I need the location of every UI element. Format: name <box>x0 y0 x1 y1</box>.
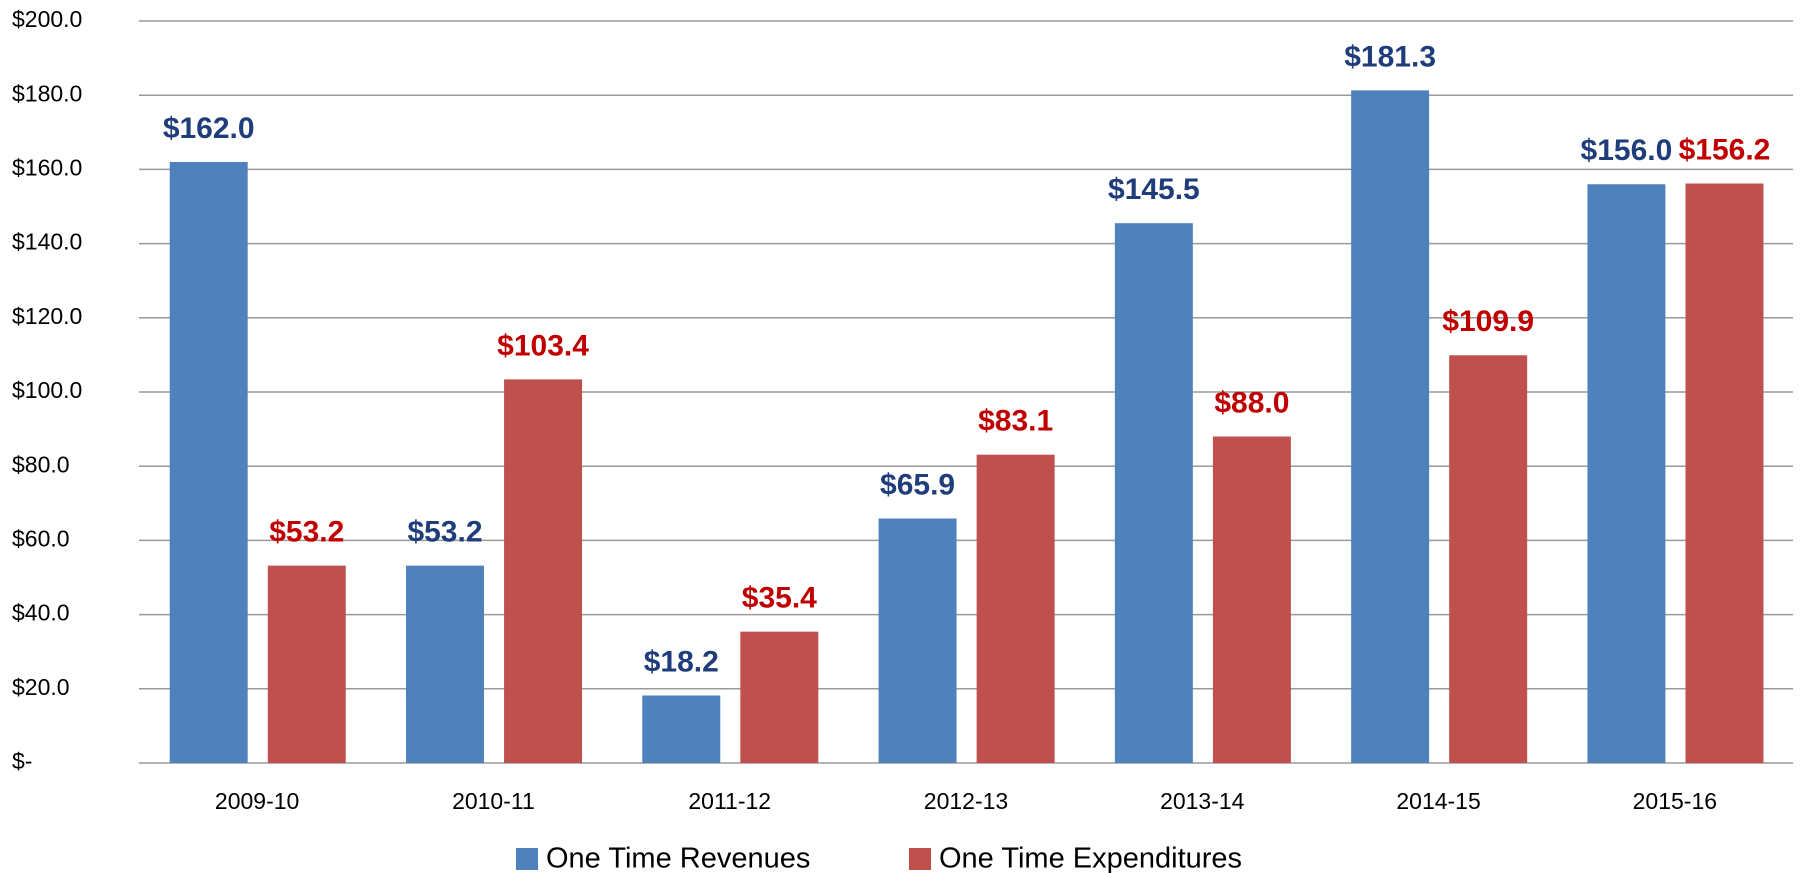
bar <box>1449 355 1528 763</box>
y-tick-label: $160.0 <box>12 154 82 180</box>
bar <box>878 518 957 763</box>
bar <box>642 695 721 763</box>
value-label: $18.2 <box>644 645 719 678</box>
value-label: $181.3 <box>1344 40 1436 73</box>
x-tick-label: 2014-15 <box>1396 788 1480 814</box>
x-tick-label: 2015-16 <box>1633 788 1717 814</box>
y-tick-label: $40.0 <box>12 600 70 626</box>
value-label: $103.4 <box>497 329 589 362</box>
y-tick-label: $100.0 <box>12 377 82 403</box>
value-label: $156.2 <box>1679 133 1771 166</box>
x-tick-label: 2010-11 <box>452 788 535 814</box>
x-tick-label: 2011-12 <box>688 788 771 814</box>
value-label: $88.0 <box>1214 386 1289 419</box>
y-tick-label: $140.0 <box>12 229 82 255</box>
x-tick-label: 2012-13 <box>924 788 1008 814</box>
legend-swatch <box>516 848 538 870</box>
bar <box>267 565 346 763</box>
bar <box>504 379 583 763</box>
bar <box>169 161 248 764</box>
value-label: $65.9 <box>880 468 955 501</box>
value-label: $162.0 <box>163 112 255 145</box>
y-tick-label: $180.0 <box>12 80 82 106</box>
y-tick-label: $120.0 <box>12 303 82 329</box>
bar <box>1685 183 1764 764</box>
y-tick-label: $200.0 <box>12 6 82 32</box>
x-tick-label: 2009-10 <box>215 788 299 814</box>
bar <box>740 631 819 763</box>
y-tick-label: $60.0 <box>12 525 70 551</box>
value-label: $156.0 <box>1581 134 1673 167</box>
value-label: $145.5 <box>1108 173 1200 206</box>
legend-swatch <box>909 848 931 870</box>
bar <box>1587 184 1666 764</box>
y-tick-label: $80.0 <box>12 451 70 477</box>
bar <box>1114 223 1193 763</box>
y-tick-label: $20.0 <box>12 674 70 700</box>
value-label: $53.2 <box>407 516 482 549</box>
legend-label: One Time Expenditures <box>939 843 1242 873</box>
y-tick-label: $- <box>12 748 32 774</box>
value-label: $53.2 <box>269 516 344 549</box>
bar <box>1351 90 1430 763</box>
bar <box>976 454 1055 763</box>
legend-label: One Time Revenues <box>546 843 810 873</box>
value-label: $83.1 <box>978 405 1053 438</box>
value-label: $35.4 <box>742 582 817 615</box>
value-label: $109.9 <box>1442 305 1534 338</box>
bar <box>406 565 484 763</box>
x-tick-label: 2013-14 <box>1160 788 1245 814</box>
bar <box>1212 436 1291 763</box>
